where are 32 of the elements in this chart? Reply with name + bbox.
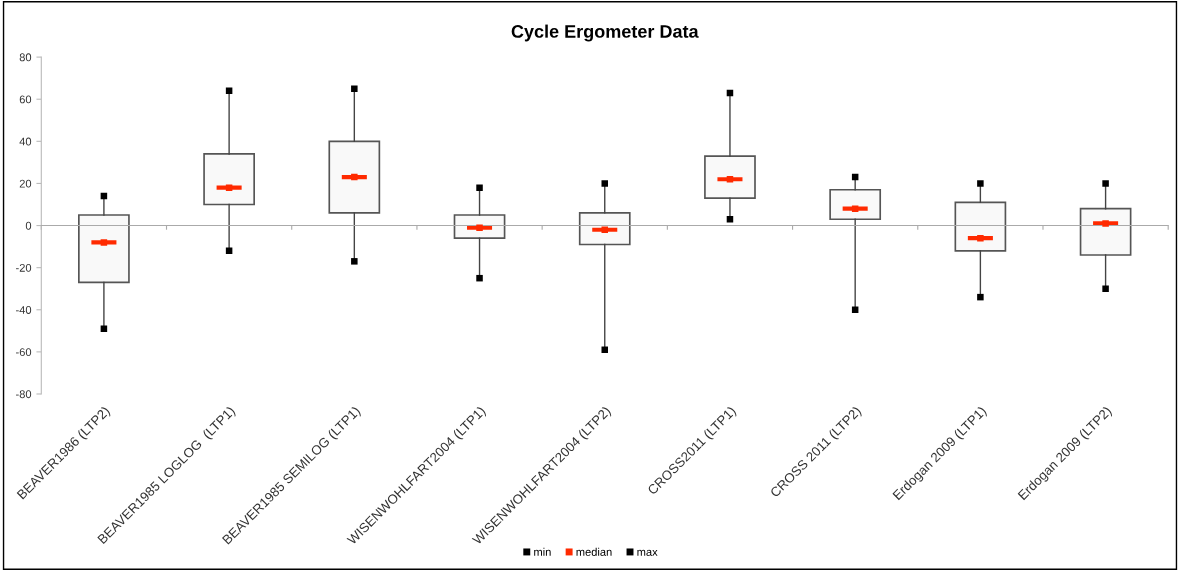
point xyxy=(225,184,233,191)
y-tick-label: -40 xyxy=(16,306,32,314)
y-tick-label: 80 xyxy=(19,53,32,62)
point xyxy=(476,274,483,282)
y-tick-label: -60 xyxy=(16,348,32,357)
point xyxy=(476,224,483,231)
point xyxy=(977,293,984,301)
point xyxy=(1102,180,1109,187)
y-tick-label: -20 xyxy=(16,263,32,272)
point xyxy=(1102,285,1109,292)
y-tick-label: 20 xyxy=(19,179,32,188)
y-tick-label: 0 xyxy=(25,221,32,230)
point xyxy=(601,180,609,187)
point xyxy=(351,258,358,265)
y-tick-label: 40 xyxy=(19,137,32,146)
point xyxy=(1102,220,1109,227)
point xyxy=(851,205,859,212)
point xyxy=(100,239,108,246)
legend-label: median xyxy=(576,547,612,556)
chart-title: Cycle Ergometer Data xyxy=(511,24,699,42)
y-tick-label: 60 xyxy=(19,95,32,104)
legend-label: min xyxy=(534,547,551,556)
point xyxy=(100,325,108,332)
point xyxy=(351,85,358,92)
point xyxy=(476,184,483,191)
point xyxy=(351,173,358,181)
legend-label: max xyxy=(637,549,658,556)
point xyxy=(601,226,609,234)
point xyxy=(977,234,984,242)
point xyxy=(601,346,609,354)
y-tick-label: -80 xyxy=(16,390,32,399)
point xyxy=(977,180,984,187)
